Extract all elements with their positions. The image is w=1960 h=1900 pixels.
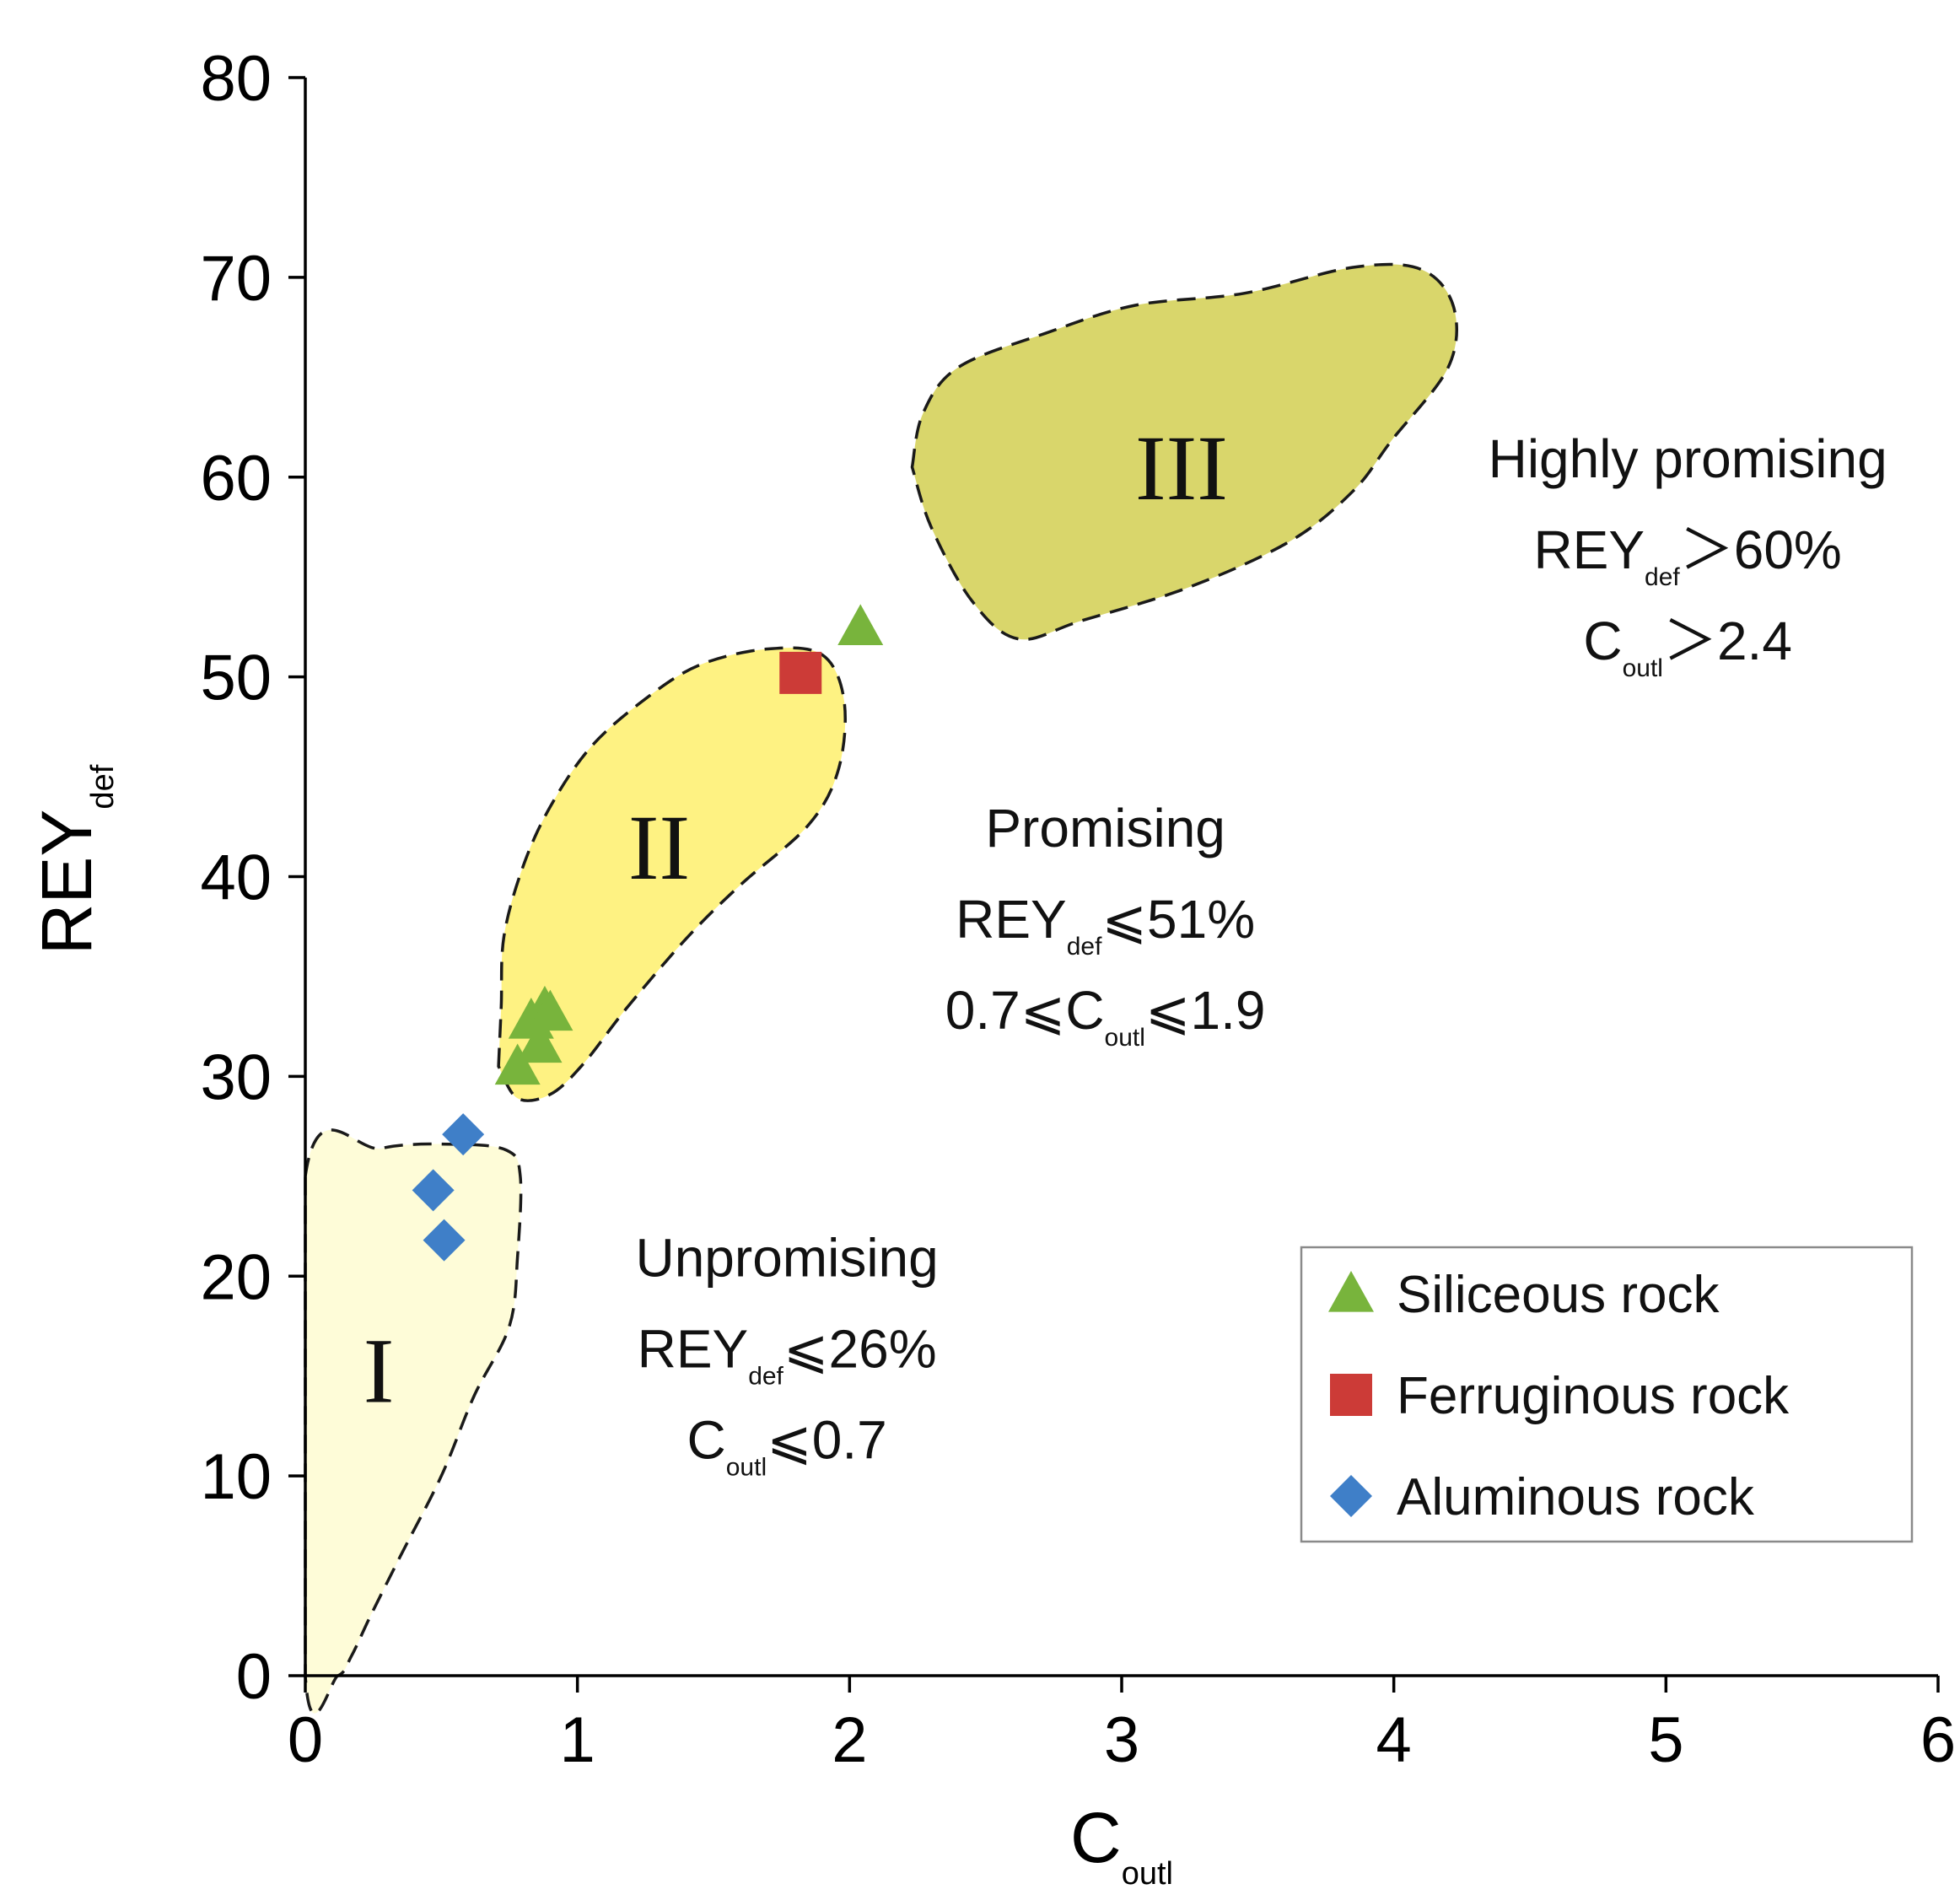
siliceous-rock-point — [494, 1043, 541, 1085]
text-segment: REY — [638, 1318, 749, 1379]
region-iii-outline — [910, 262, 1459, 642]
aluminous-rock-point — [412, 1169, 455, 1212]
y-axis-title-sub: def — [85, 764, 121, 809]
text-segment: Promising — [985, 798, 1225, 858]
text-segment: 0.7⩽C — [945, 980, 1105, 1041]
text-segment: REY — [1533, 519, 1645, 580]
siliceous-rock-point — [837, 604, 884, 646]
legend-label-siliceous-rock: Siliceous rock — [1397, 1266, 1720, 1324]
promising-line-3: 0.7⩽Coutl⩽1.9 — [945, 980, 1266, 1052]
points-layer — [412, 604, 884, 1262]
legend-label-ferruginous-rock: Ferruginous rock — [1397, 1367, 1790, 1425]
text-segment: ⩽1.9 — [1145, 980, 1266, 1041]
subscript: outl — [726, 1453, 767, 1481]
siliceous-rock-point — [516, 1021, 563, 1063]
x-tick-label: 5 — [1648, 1704, 1683, 1776]
y-axis-title-main: REY — [27, 810, 106, 955]
aluminous-rock-point — [442, 1113, 485, 1156]
ferruginous-rock-point — [779, 651, 822, 694]
y-axis-title: REYdef — [27, 764, 121, 955]
y-tick-label: 70 — [200, 243, 272, 315]
region-ii-outline — [497, 646, 847, 1102]
x-axis-title-sub: outl — [1122, 1856, 1173, 1892]
highly-promising-line-1: Highly promising — [1489, 428, 1887, 489]
legend-label-aluminous-rock: Aluminous rock — [1397, 1468, 1755, 1526]
x-axis-title: Coutl — [1070, 1798, 1173, 1892]
y-tick-label: 20 — [200, 1241, 272, 1313]
annotations-layer: UnpromisingREYdef⩽26%Coutl⩽0.7PromisingR… — [635, 428, 1887, 1482]
legend-marker-ferruginous-rock — [1330, 1374, 1372, 1416]
highly-promising-line-2: REYdef＞60% — [1533, 519, 1841, 591]
subscript: def — [748, 1362, 783, 1390]
promising-line-2: REYdef⩽51% — [956, 889, 1255, 961]
y-tick-label: 10 — [200, 1441, 272, 1513]
x-tick-label: 1 — [560, 1704, 595, 1776]
legend-marker-aluminous-rock — [1330, 1475, 1372, 1517]
promising-line-1: Promising — [985, 798, 1225, 858]
text-segment: ＞2.4 — [1663, 611, 1792, 671]
aluminous-rock-point — [423, 1219, 466, 1262]
text-segment: Highly promising — [1489, 428, 1887, 489]
y-tick-label: 40 — [200, 842, 272, 914]
y-tick-label: 0 — [236, 1641, 272, 1713]
siliceous-rock-point — [527, 989, 573, 1031]
x-tick-label: 2 — [832, 1704, 867, 1776]
y-tick-label: 50 — [200, 643, 272, 714]
text-segment: ⩽26% — [783, 1318, 937, 1379]
x-tick-label: 3 — [1104, 1704, 1139, 1776]
unpromising-line-2: REYdef⩽26% — [638, 1318, 937, 1390]
highly-promising-line-3: Coutl＞2.4 — [1583, 611, 1792, 682]
unpromising-line-3: Coutl⩽0.7 — [687, 1409, 887, 1481]
y-tick-label: 30 — [200, 1042, 272, 1113]
subscript: def — [1067, 933, 1102, 961]
text-segment: ＞60% — [1680, 519, 1842, 580]
x-tick-label: 4 — [1376, 1704, 1412, 1776]
text-segment: Unpromising — [635, 1227, 938, 1288]
subscript: outl — [1105, 1024, 1145, 1052]
legend-marker-siliceous-rock — [1328, 1271, 1374, 1312]
text-segment: ⩽51% — [1101, 889, 1255, 950]
text-segment: C — [687, 1409, 726, 1470]
unpromising-line-1: Unpromising — [635, 1227, 938, 1288]
text-segment: ⩽0.7 — [767, 1409, 887, 1470]
x-axis-title-main: C — [1070, 1798, 1122, 1877]
x-tick-label: 0 — [288, 1704, 323, 1776]
y-tick-label: 60 — [200, 443, 272, 514]
legend-box — [1300, 1246, 1914, 1543]
region-label-ii: II — [628, 796, 690, 899]
region-i-outline — [304, 1128, 523, 1715]
region-label-i: I — [363, 1320, 395, 1423]
legend: Siliceous rock Ferruginous rock Aluminous … — [1300, 1246, 1914, 1543]
text-segment: REY — [956, 889, 1067, 950]
subscript: outl — [1623, 654, 1663, 682]
subscript: def — [1645, 563, 1680, 591]
text-segment: C — [1583, 611, 1622, 671]
x-tick-label: 6 — [1920, 1704, 1956, 1776]
region-label-iii: III — [1135, 417, 1228, 519]
y-tick-label: 80 — [200, 43, 272, 115]
